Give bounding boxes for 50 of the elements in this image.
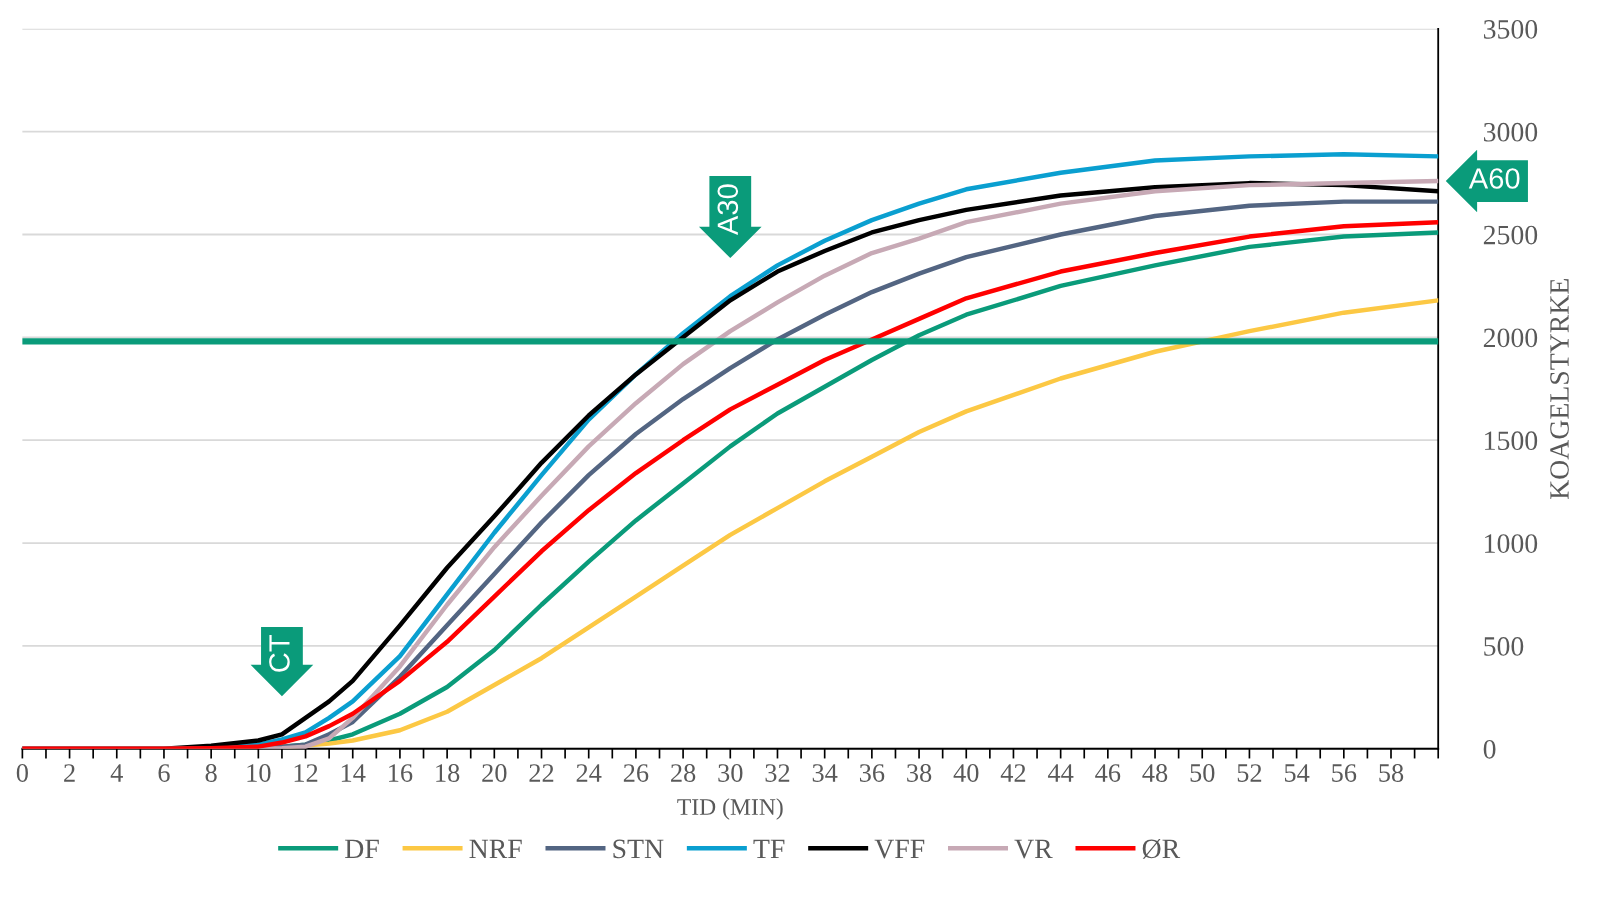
y-tick-label: 3000 — [1483, 122, 1538, 142]
x-tick-label: 56 — [1332, 764, 1357, 782]
legend-label: TF — [753, 839, 785, 858]
y-tick-label: 500 — [1484, 637, 1524, 656]
x-tick-label: 12 — [294, 764, 318, 782]
legend-label: ØR — [1142, 839, 1181, 859]
y-tick-label: 1000 — [1485, 534, 1538, 553]
x-tick-label: 24 — [576, 764, 602, 782]
x-tick-label: 38 — [907, 764, 932, 782]
x-tick-label: 20 — [482, 764, 507, 782]
x-tick-label: 40 — [953, 764, 979, 782]
x-tick-label: 30 — [718, 764, 743, 782]
x-tick-label: 44 — [1047, 764, 1074, 782]
x-tick-label: 14 — [341, 764, 366, 782]
annotation: CT — [269, 635, 290, 672]
x-tick-label: 54 — [1284, 764, 1310, 782]
x-tick-label: 58 — [1379, 764, 1404, 782]
y-tick-label: 3500 — [1483, 20, 1538, 39]
legend-label: VR — [1014, 839, 1053, 859]
legend-label: VFF — [874, 839, 925, 859]
x-tick-label: 22 — [529, 764, 554, 782]
x-tick-label: 28 — [671, 764, 696, 782]
x-tick-label: 2 — [64, 764, 75, 782]
legend-label: NRF — [469, 839, 522, 858]
y-tick-label: 2000 — [1483, 328, 1538, 348]
x-tick-label: 34 — [812, 764, 838, 782]
annotation: A30 — [717, 184, 739, 236]
y-tick-label: 2500 — [1483, 225, 1538, 245]
x-tick-label: 46 — [1095, 764, 1121, 782]
x-tick-label: 10 — [247, 764, 271, 782]
x-tick-label: 18 — [436, 764, 460, 782]
annotation: A60 — [1468, 168, 1520, 189]
y-tick-label: 1500 — [1485, 431, 1538, 451]
x-tick-label: 8 — [205, 764, 217, 782]
x-tick-label: 0 — [16, 764, 28, 782]
x-tick-label: 26 — [623, 764, 649, 782]
x-axis-title: TID (MIN) — [677, 798, 783, 820]
x-tick-label: 16 — [389, 764, 413, 782]
x-tick-label: 4 — [110, 764, 123, 782]
x-tick-label: 32 — [765, 764, 790, 782]
x-tick-label: 50 — [1190, 764, 1215, 782]
x-tick-label: 36 — [859, 764, 885, 782]
y-tick-label: 0 — [1483, 739, 1496, 759]
x-tick-label: 6 — [158, 764, 170, 782]
x-tick-label: 48 — [1142, 764, 1168, 782]
x-tick-label: 42 — [1000, 764, 1026, 782]
x-tick-label: 52 — [1237, 764, 1262, 782]
y-axis-title: KOAGELSTYRKE — [1550, 279, 1569, 500]
legend-label: DF — [345, 839, 379, 859]
legend-label: STN — [613, 839, 664, 859]
